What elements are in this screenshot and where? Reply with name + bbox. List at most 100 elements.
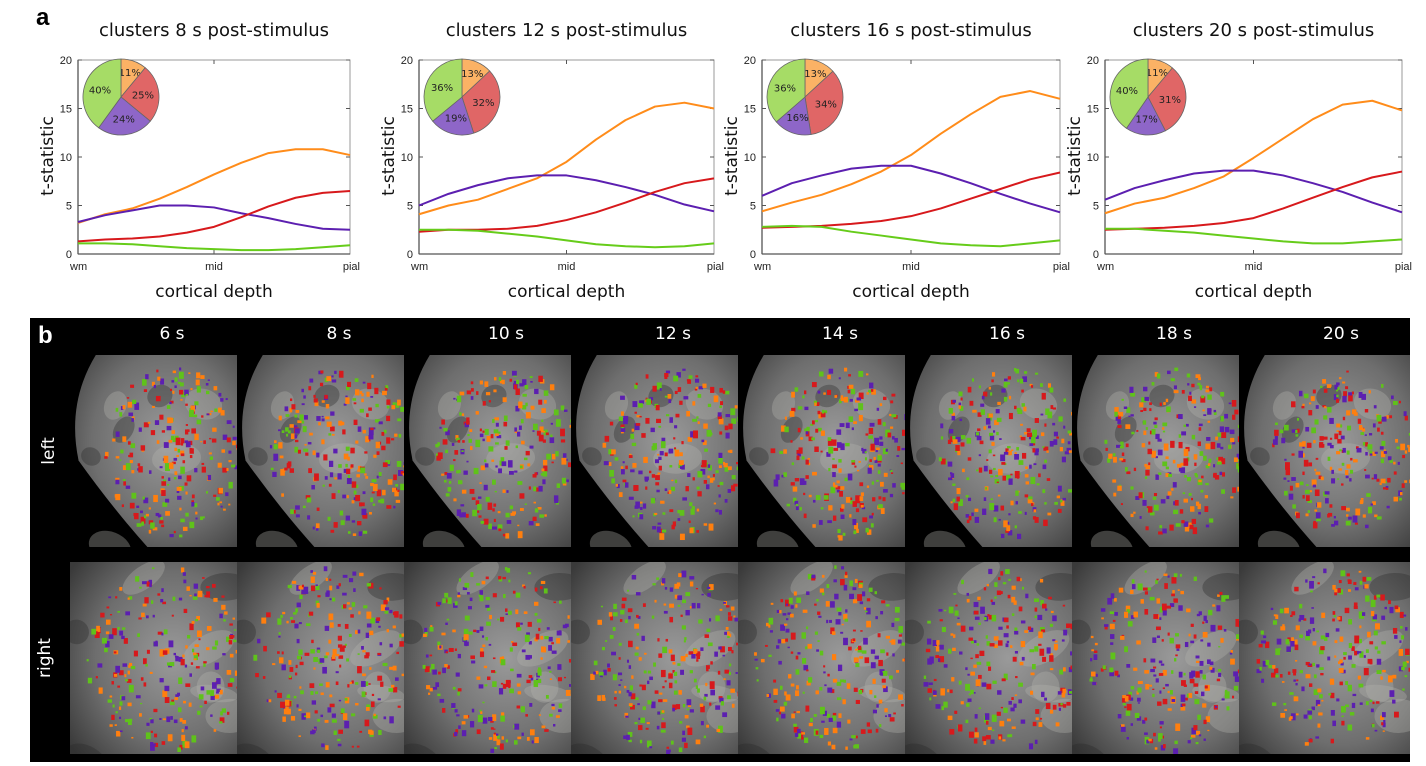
chart-title: clusters 12 s post-stimulus — [445, 20, 688, 41]
panel-b-label: b — [38, 322, 53, 349]
x-tick-label: mid — [902, 261, 920, 273]
time-label: 10 s — [488, 324, 524, 344]
brain-map-right-16s — [905, 562, 1072, 754]
x-axis-label: cortical depth — [1194, 282, 1313, 302]
time-label: 20 s — [1323, 324, 1359, 344]
y-tick-label: 5 — [66, 201, 72, 213]
series-line-red — [418, 177, 715, 233]
y-tick-label: 10 — [1087, 152, 1099, 164]
series-line-red — [1104, 170, 1403, 231]
pie-slice-green — [1109, 58, 1149, 129]
x-tick-label: pial — [343, 261, 360, 273]
brain-map-left-14s — [738, 355, 905, 547]
pie-label-red: 32% — [472, 98, 494, 109]
pie-label-red: 25% — [132, 90, 154, 101]
pie-label-orange: 13% — [804, 69, 826, 80]
x-axis-label: cortical depth — [155, 282, 273, 302]
y-tick-label: 20 — [60, 55, 72, 67]
y-tick-label: 20 — [744, 55, 756, 67]
pie-slice-purple — [432, 96, 475, 136]
pie-slice-green — [82, 58, 122, 129]
series-line-orange — [761, 90, 1061, 213]
brain-map-right-20s — [1239, 562, 1410, 754]
y-tick-label: 0 — [407, 249, 413, 261]
pie-slice-red — [804, 70, 844, 135]
panel-a-label: a — [36, 4, 50, 31]
time-label: 18 s — [1156, 324, 1192, 344]
pie-label-purple: 16% — [786, 113, 808, 124]
brain-map-right-8s — [237, 562, 404, 754]
y-tick-label: 15 — [60, 104, 72, 116]
series-line-purple — [1104, 169, 1403, 214]
series-line-green — [78, 242, 351, 252]
brain-map-left-12s — [571, 355, 738, 547]
time-label: 12 s — [655, 324, 691, 344]
x-tick-label: wm — [1096, 261, 1114, 273]
series-line-green — [1105, 227, 1403, 245]
x-axis-label: cortical depth — [507, 282, 626, 302]
hemisphere-label-left: left — [39, 437, 59, 465]
series-line-red — [77, 189, 351, 243]
pie-label-orange: 11% — [1146, 68, 1168, 79]
pie-label-red: 34% — [815, 100, 837, 111]
brain-map-left-18s — [1072, 355, 1239, 547]
pie-label-green: 36% — [774, 83, 796, 94]
x-tick-label: wm — [69, 261, 87, 273]
x-tick-label: mid — [205, 261, 223, 273]
pie-label-purple: 17% — [1135, 114, 1157, 125]
pie-label-orange: 13% — [461, 69, 483, 80]
y-tick-label: 0 — [1093, 249, 1099, 261]
brain-map-right-12s — [571, 562, 738, 754]
x-tick-label: pial — [1053, 261, 1070, 273]
y-tick-label: 10 — [60, 152, 72, 164]
x-tick-label: pial — [707, 261, 724, 273]
y-tick-label: 15 — [744, 104, 756, 116]
series-line-green — [419, 228, 715, 249]
brain-map-left-8s — [237, 355, 404, 547]
brain-map-left-10s — [404, 355, 571, 547]
brain-map-left-20s — [1239, 355, 1410, 547]
time-label: 8 s — [326, 324, 352, 344]
pie-label-red: 31% — [1159, 95, 1181, 106]
brain-map-right-6s — [70, 562, 237, 754]
pie-slice-green — [766, 58, 806, 123]
pie-slice-purple — [98, 96, 151, 136]
series-line-purple — [418, 174, 715, 213]
chart-title: clusters 8 s post-stimulus — [98, 20, 330, 41]
x-tick-label: pial — [1395, 261, 1412, 273]
y-tick-label: 15 — [1087, 104, 1099, 116]
y-tick-label: 0 — [750, 249, 756, 261]
brain-map-left-6s — [70, 355, 237, 547]
x-tick-label: wm — [410, 261, 428, 273]
pie-label-purple: 19% — [445, 114, 467, 125]
series-line-red — [761, 171, 1061, 229]
pie-slice-red — [461, 70, 501, 134]
pie-label-purple: 24% — [113, 114, 135, 125]
x-tick-label: mid — [558, 261, 576, 273]
series-line-green — [761, 224, 1061, 248]
pie-label-green: 40% — [1116, 86, 1138, 97]
panel-b-brain-maps: b 6 s 8 s 10 s 12 s 14 s 16 s 18 s 20 s left righ… — [30, 318, 1410, 762]
time-label: 14 s — [822, 324, 858, 344]
series-line-purple — [77, 204, 351, 231]
brain-map-left-16s — [905, 355, 1072, 547]
pie-label-green: 36% — [431, 83, 453, 94]
pie-label-green: 40% — [89, 86, 111, 97]
brain-map-right-18s — [1072, 562, 1239, 754]
y-tick-label: 10 — [744, 152, 756, 164]
series-line-purple — [761, 164, 1061, 214]
x-tick-label: mid — [1245, 261, 1263, 273]
y-tick-label: 5 — [407, 201, 413, 213]
y-tick-label: 10 — [401, 152, 413, 164]
pie-slice-red — [120, 67, 160, 122]
chart-title: clusters 16 s post-stimulus — [790, 20, 1032, 41]
brain-map-right-14s — [738, 562, 905, 754]
x-axis-label: cortical depth — [852, 282, 970, 302]
time-label: 16 s — [989, 324, 1025, 344]
series-line-orange — [77, 148, 351, 224]
y-tick-label: 5 — [1093, 201, 1099, 213]
series-line-orange — [418, 101, 715, 216]
x-tick-label: wm — [753, 261, 771, 273]
series-line-orange — [1104, 99, 1403, 215]
chart-title: clusters 20 s post-stimulus — [1132, 20, 1375, 41]
